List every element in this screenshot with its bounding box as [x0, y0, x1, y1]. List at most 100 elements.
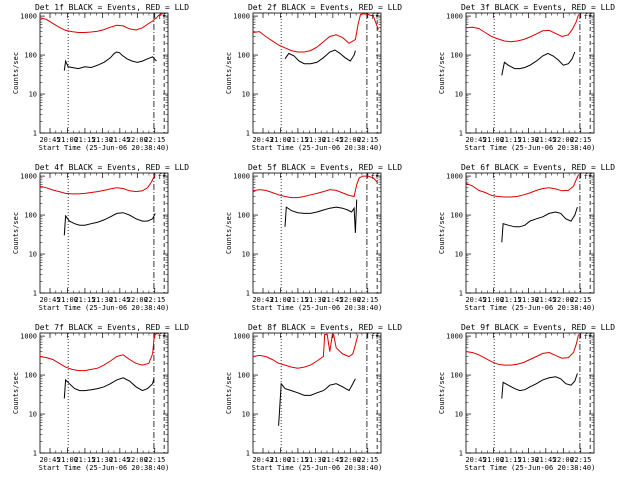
chart-title: Det 2f BLACK = Events, RED = LLD [248, 3, 402, 12]
x-tick-label: 22:15 [570, 456, 591, 464]
x-tick-label: 20:45 [39, 296, 60, 304]
x-tick-label: 22:00 [127, 296, 148, 304]
y-tick-label: 1 [459, 290, 463, 298]
x-tick-label: 21:00 [483, 456, 504, 464]
x-tick-label: 21:45 [535, 456, 556, 464]
x-tick-label: 22:15 [144, 456, 165, 464]
y-tick-label: 1000 [20, 333, 37, 341]
x-axis-label: Start Time (25-Jun-06 20:38:40) [39, 464, 170, 472]
x-tick-label: 21:00 [57, 136, 78, 144]
y-tick-label: 1000 [20, 13, 37, 21]
series-lld [39, 13, 164, 33]
y-tick-label: 100 [24, 52, 37, 60]
y-tick-label: 100 [450, 372, 463, 380]
series-events [284, 199, 358, 233]
x-tick-label: 22:00 [553, 136, 574, 144]
x-tick-label: 21:15 [74, 456, 95, 464]
y-tick-label: 100 [24, 372, 37, 380]
chart-panel-3: Det 3f BLACK = Events, RED = LLD 1 10 100 10… [438, 3, 615, 152]
plot-frame [39, 12, 169, 134]
y-axis-label: Counts/sec [225, 372, 233, 414]
flag-annotation: ff [584, 333, 592, 341]
y-axis-label: Counts/sec [225, 52, 233, 94]
x-tick-label: 20:45 [465, 136, 486, 144]
x-tick-label: 21:00 [483, 136, 504, 144]
flag-annotation: ff [584, 13, 592, 21]
series-lld [39, 174, 156, 195]
y-tick-label: 100 [237, 372, 250, 380]
series-events [501, 51, 576, 76]
x-tick-label: 22:00 [340, 136, 361, 144]
y-tick-label: 100 [450, 212, 463, 220]
chart-title: Det 6f BLACK = Events, RED = LLD [461, 163, 615, 172]
chart-panel-1: Det 1f BLACK = Events, RED = LLD 1 10 100 10… [12, 3, 189, 152]
chart-title: Det 5f BLACK = Events, RED = LLD [248, 163, 402, 172]
x-tick-label: 22:15 [144, 296, 165, 304]
x-tick-label: 21:00 [483, 296, 504, 304]
flag-annotation: ff [158, 173, 166, 181]
y-tick-label: 100 [450, 52, 463, 60]
x-tick-label: 21:45 [322, 296, 343, 304]
x-axis-label: Start Time (25-Jun-06 20:38:40) [252, 464, 383, 472]
y-tick-label: 100 [237, 212, 250, 220]
plot-frame [39, 332, 169, 454]
chart-panel-8: Det 8f BLACK = Events, RED = LLD 1 10 100 10… [225, 323, 402, 472]
x-tick-label: 22:15 [357, 456, 378, 464]
series-events [63, 51, 157, 71]
y-tick-label: 10 [29, 91, 37, 99]
y-axis-label: Counts/sec [12, 372, 20, 414]
x-tick-label: 22:15 [357, 296, 378, 304]
x-tick-label: 21:45 [109, 456, 130, 464]
y-tick-label: 1 [459, 130, 463, 138]
chart-panel-4: Det 4f BLACK = Events, RED = LLD 1 10 100 10… [12, 163, 189, 312]
x-tick-label: 20:45 [39, 136, 60, 144]
series-lld [252, 13, 379, 53]
plot-frame [39, 172, 169, 294]
x-tick-label: 21:30 [92, 136, 113, 144]
x-tick-label: 22:00 [340, 456, 361, 464]
plot-frame [252, 332, 382, 454]
x-tick-label: 21:00 [57, 456, 78, 464]
y-tick-label: 1 [33, 290, 37, 298]
x-tick-label: 21:15 [500, 136, 521, 144]
x-tick-label: 21:15 [500, 296, 521, 304]
x-axis-label: Start Time (25-Jun-06 20:38:40) [465, 304, 596, 312]
y-tick-label: 100 [237, 52, 250, 60]
y-tick-label: 10 [29, 251, 37, 259]
y-tick-label: 1000 [233, 173, 250, 181]
chart-title: Det 1f BLACK = Events, RED = LLD [35, 3, 189, 12]
x-tick-label: 22:15 [570, 296, 591, 304]
y-tick-label: 1000 [233, 333, 250, 341]
x-tick-label: 21:45 [109, 136, 130, 144]
x-tick-label: 20:45 [465, 296, 486, 304]
x-tick-label: 21:45 [535, 296, 556, 304]
x-tick-label: 20:45 [39, 456, 60, 464]
series-events [284, 49, 356, 65]
chart-panel-9: Det 9f BLACK = Events, RED = LLD 1 10 100 10… [438, 323, 615, 472]
y-tick-label: 1 [246, 450, 250, 458]
chart-panel-5: Det 5f BLACK = Events, RED = LLD 1 10 100 10… [225, 163, 402, 312]
series-lld [252, 175, 378, 199]
flag-annotation: ff [371, 333, 379, 341]
x-axis-label: Start Time (25-Jun-06 20:38:40) [252, 144, 383, 152]
series-events [278, 378, 356, 426]
y-axis-label: Counts/sec [438, 212, 446, 254]
y-axis-label: Counts/sec [438, 52, 446, 94]
plot-frame [252, 172, 382, 294]
x-tick-label: 21:45 [322, 136, 343, 144]
x-tick-label: 21:30 [92, 296, 113, 304]
x-tick-label: 20:43 [252, 136, 273, 144]
x-tick-label: 22:15 [357, 136, 378, 144]
x-tick-label: 21:15 [287, 456, 308, 464]
series-lld [252, 334, 359, 369]
x-tick-label: 22:00 [127, 456, 148, 464]
x-tick-label: 21:00 [270, 456, 291, 464]
y-tick-label: 10 [29, 411, 37, 419]
series-events [501, 373, 578, 399]
y-tick-label: 1000 [233, 13, 250, 21]
plot-frame [252, 12, 382, 134]
series-lld [39, 333, 159, 372]
series-events [63, 377, 155, 399]
flag-annotation: ff [584, 173, 592, 181]
